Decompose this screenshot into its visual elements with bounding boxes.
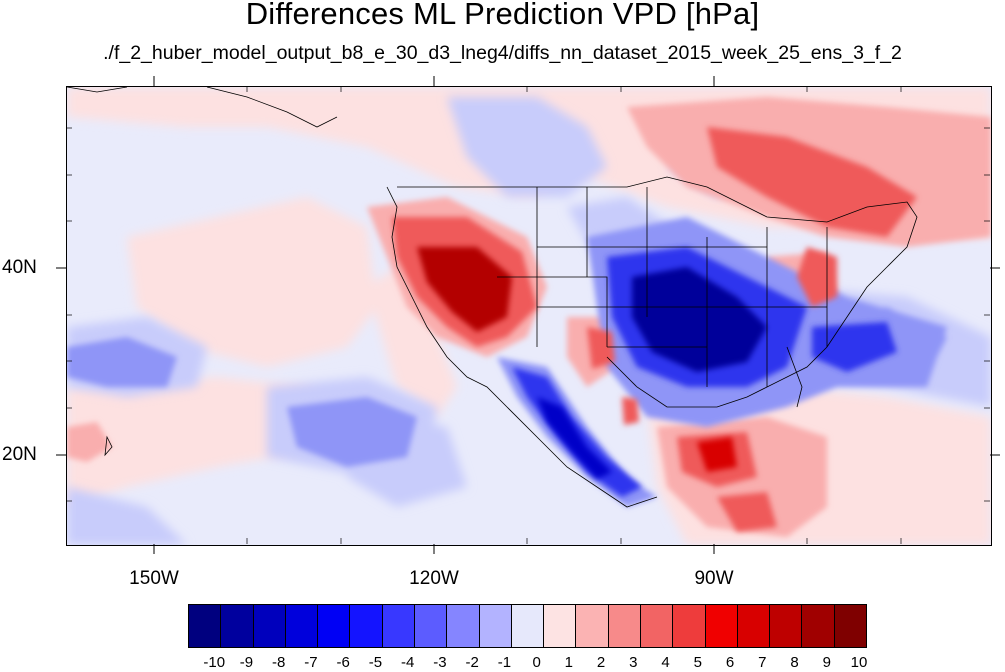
colorbar-tick-label: -1 [497,654,512,671]
colorbar-box [447,605,480,647]
colorbar-tick-label: 2 [596,654,606,671]
colorbar-tick-label: -3 [433,654,447,671]
colorbar-tick-label: 10 [850,654,868,671]
colorbar-tick-label: 1 [564,654,574,671]
colorbar-tick-label: -5 [368,654,383,671]
colorbar-box [350,605,383,647]
colorbar-box [382,605,415,647]
colorbar-box [544,605,577,647]
colorbar-tick-label: -4 [400,654,415,671]
colorbar-tick-label: 4 [661,654,670,671]
lon-label-90w: 90W [694,568,734,589]
lat-label-40n: 40N [2,257,37,278]
colorbar-tick-label: -9 [239,654,254,671]
colorbar-box [511,605,545,647]
colorbar-box [318,605,351,647]
colorbar-box [221,605,254,647]
colorbar-tick-label: 3 [629,654,638,671]
colorbar-tick-label: 6 [725,654,735,671]
map-panel [66,86,992,546]
figure-subtitle: ./f_2_huber_model_output_b8_e_30_d3_lneg… [103,42,902,64]
colorbar-labels: -10 -9 -8 -7 -6 -5 -4 -3 -2 -1 0 1 2 3 4 5 6 7 8 9 10 [0,654,1005,672]
colorbar-box [834,605,866,647]
figure-title: Differences ML Prediction VPD [hPa] [245,0,760,31]
colorbar-box [285,605,319,647]
colorbar-box [479,605,512,647]
colorbar-tick-label: 8 [790,654,799,671]
colorbar-tick-label: -6 [336,654,350,671]
colorbar-box [737,605,771,647]
colorbar-box [640,605,674,647]
coastlines-borders [67,87,918,508]
colorbar-box [705,605,738,647]
colorbar-box [253,605,286,647]
colorbar-box [802,605,835,647]
colorbar-tick-label: -7 [304,654,318,671]
colorbar-tick-label: 0 [532,654,541,671]
vpd-difference-field [67,87,991,545]
colorbar-tick-label: 9 [822,654,831,671]
colorbar-box [608,605,641,647]
colorbar-box [770,605,803,647]
colorbar-tick-label: -10 [203,654,226,671]
colorbar-box [576,605,609,647]
colorbar [188,604,867,648]
warm-max-regions [417,247,737,472]
lon-label-120w: 120W [409,568,459,589]
colorbar-box [673,605,706,647]
lat-label-20n: 20N [2,444,37,465]
cool-max-regions [537,267,767,479]
lon-label-150w: 150W [129,568,179,589]
colorbar-tick-label: 5 [693,654,702,671]
colorbar-tick-label: -2 [465,654,479,671]
colorbar-box [414,605,448,647]
colorbar-tick-label: 7 [758,654,767,671]
colorbar-box [189,605,222,647]
colorbar-tick-label: -8 [272,654,286,671]
